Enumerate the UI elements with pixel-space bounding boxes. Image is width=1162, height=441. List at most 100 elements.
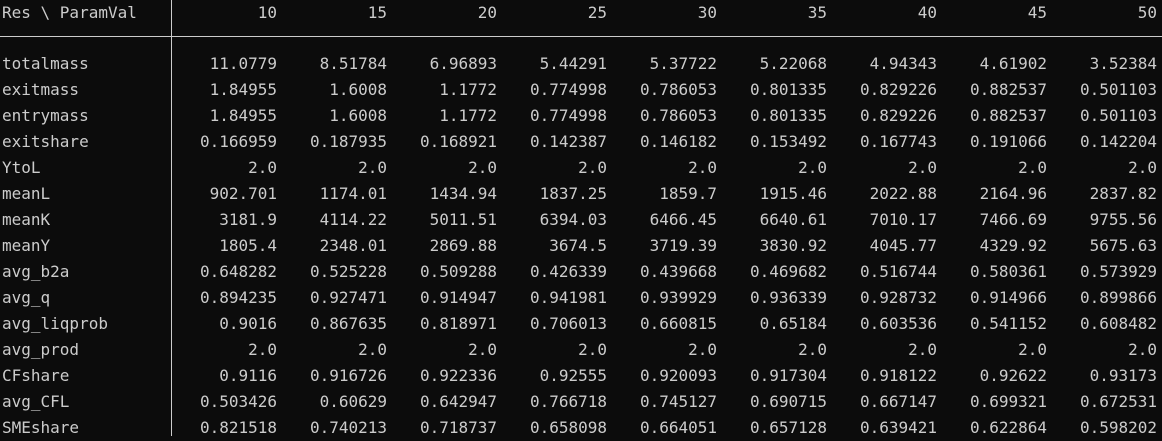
table-cell: 2.0 <box>248 158 277 177</box>
table-row: entrymass 1.84955 1.6008 1.1772 0.774998 0.78… <box>0 103 1162 129</box>
table-cell: 0.142387 <box>529 132 607 151</box>
table-cell: 6466.45 <box>649 210 717 229</box>
table-cell: 0.525228 <box>309 262 387 281</box>
table-cell: 0.936339 <box>749 288 827 307</box>
row-label: avg_liqprob <box>2 314 108 333</box>
table-cell: 0.917304 <box>749 366 827 385</box>
table-cell: 0.918122 <box>859 366 937 385</box>
table-cell: 0.786053 <box>639 106 717 125</box>
table-cell: 0.774998 <box>529 80 607 99</box>
vertical-divider <box>171 0 172 436</box>
table-row: SMEshare 0.821518 0.740213 0.718737 0.658098… <box>0 415 1162 441</box>
table-cell: 0.667147 <box>859 392 937 411</box>
table-cell: 0.501103 <box>1079 106 1157 125</box>
table-cell: 1859.7 <box>659 184 717 203</box>
table-cell: 0.894235 <box>199 288 277 307</box>
row-label: entrymass <box>2 106 89 125</box>
table-cell: 0.580361 <box>969 262 1047 281</box>
table-cell: 1434.94 <box>429 184 497 203</box>
row-label: meanY <box>2 236 51 255</box>
table-cell: 0.146182 <box>639 132 717 151</box>
table-cell: 0.191066 <box>969 132 1047 151</box>
table-cell: 0.718737 <box>419 418 497 437</box>
table-cell: 2.0 <box>358 158 387 177</box>
table-cell: 0.699321 <box>969 392 1047 411</box>
table-cell: 2.0 <box>798 158 827 177</box>
table-cell: 0.928732 <box>859 288 937 307</box>
row-label: exitmass <box>2 80 80 99</box>
table-cell: 0.426339 <box>529 262 607 281</box>
table-cell: 2.0 <box>358 340 387 359</box>
table-cell: 3.52384 <box>1089 54 1157 73</box>
table-row: meanL 902.701 1174.01 1434.94 1837.25 1859.7 1… <box>0 181 1162 207</box>
row-label: SMEshare <box>2 418 80 437</box>
row-label: totalmass <box>2 54 89 73</box>
table-cell: 0.920093 <box>639 366 717 385</box>
table-cell: 2164.96 <box>979 184 1047 203</box>
table-cell: 0.706013 <box>529 314 607 333</box>
table-cell: 4.94343 <box>869 54 937 73</box>
table-cell: 11.0779 <box>209 54 277 73</box>
table-cell: 0.9116 <box>219 366 277 385</box>
table-cell: 2.0 <box>688 158 717 177</box>
table-cell: 902.701 <box>209 184 277 203</box>
table-cell: 1915.46 <box>759 184 827 203</box>
table-cell: 1837.25 <box>539 184 607 203</box>
table-cell: 0.939929 <box>639 288 717 307</box>
table-cell: 2.0 <box>688 340 717 359</box>
table-cell: 4114.22 <box>319 210 387 229</box>
table-cell: 2.0 <box>908 340 937 359</box>
table-cell: 1.84955 <box>209 80 277 99</box>
table-cell: 0.818971 <box>419 314 497 333</box>
table-cell: 0.65184 <box>759 314 827 333</box>
table-cell: 0.914966 <box>969 288 1047 307</box>
table-cell: 1.1772 <box>439 106 497 125</box>
table-cell: 6640.61 <box>759 210 827 229</box>
table-cell: 0.9016 <box>219 314 277 333</box>
table-row: avg_CFL 0.503426 0.60629 0.642947 0.766718 0.… <box>0 389 1162 415</box>
table-cell: 1174.01 <box>319 184 387 203</box>
table-row: avg_prod 2.0 2.0 2.0 2.0 2.0 2.0 2.0 2.0 2.0 <box>0 337 1162 363</box>
table-cell: 0.882537 <box>969 80 1047 99</box>
table-row: CFshare 0.9116 0.916726 0.922336 0.92555 0.92… <box>0 363 1162 389</box>
table-cell: 6394.03 <box>539 210 607 229</box>
table-cell: 5.37722 <box>649 54 717 73</box>
row-label: meanL <box>2 184 51 203</box>
column-header: 45 <box>1027 3 1047 22</box>
table-cell: 0.664051 <box>639 418 717 437</box>
table-cell: 0.598202 <box>1079 418 1157 437</box>
table-cell: 2022.88 <box>869 184 937 203</box>
table-cell: 0.922336 <box>419 366 497 385</box>
table-cell: 0.439668 <box>639 262 717 281</box>
table-cell: 2.0 <box>908 158 937 177</box>
column-header: 40 <box>917 3 937 22</box>
table-cell: 3674.5 <box>549 236 607 255</box>
table-cell: 2837.82 <box>1089 184 1157 203</box>
table-cell: 7010.17 <box>869 210 937 229</box>
table-cell: 0.882537 <box>969 106 1047 125</box>
table-cell: 1.6008 <box>329 106 387 125</box>
table-cell: 0.92555 <box>539 366 607 385</box>
table-cell: 1.6008 <box>329 80 387 99</box>
table-cell: 2869.88 <box>429 236 497 255</box>
table-cell: 1.1772 <box>439 80 497 99</box>
table-cell: 0.142204 <box>1079 132 1157 151</box>
table-cell: 0.914947 <box>419 288 497 307</box>
table-cell: 2.0 <box>1018 158 1047 177</box>
table-cell: 0.622864 <box>969 418 1047 437</box>
table-cell: 1.84955 <box>209 106 277 125</box>
table-cell: 0.745127 <box>639 392 717 411</box>
table-cell: 8.51784 <box>319 54 387 73</box>
table-cell: 0.168921 <box>419 132 497 151</box>
table-cell: 2.0 <box>1128 340 1157 359</box>
table-cell: 0.608482 <box>1079 314 1157 333</box>
table-row: totalmass 11.0779 8.51784 6.96893 5.44291 5.3… <box>0 51 1162 77</box>
column-header: 25 <box>587 3 607 22</box>
table-cell: 0.573929 <box>1079 262 1157 281</box>
row-label: avg_b2a <box>2 262 70 281</box>
table-cell: 5011.51 <box>429 210 497 229</box>
table-cell: 0.503426 <box>199 392 277 411</box>
row-label: CFshare <box>2 366 70 385</box>
table-cell: 0.648282 <box>199 262 277 281</box>
